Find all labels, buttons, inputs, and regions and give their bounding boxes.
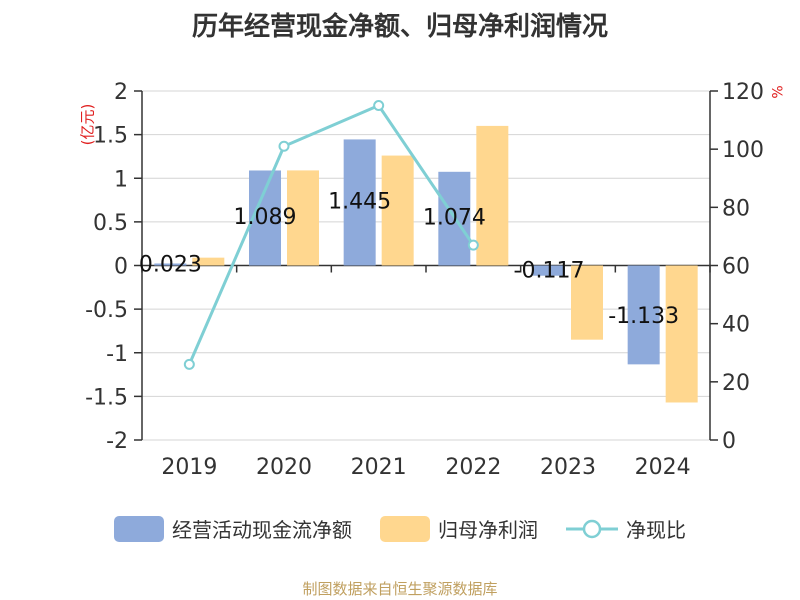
y-left-tick-label: 0.5 <box>93 211 128 236</box>
point-ratio <box>373 100 385 112</box>
bar-profit <box>476 125 509 266</box>
y-right-tick-label: 100 <box>722 138 764 163</box>
y-left-tick-label: -2 <box>106 429 128 454</box>
data-label-cashflow: 1.445 <box>328 189 391 214</box>
y-left-tick-label: -1 <box>106 342 128 367</box>
legend-item-profit[interactable]: 归母净利润 <box>380 514 538 543</box>
y-left-tick-label: 0 <box>114 255 128 280</box>
y-left-tick-label: 1 <box>114 167 128 192</box>
y-left-tick-label: -0.5 <box>85 298 128 323</box>
legend-item-ratio[interactable]: 净现比 <box>566 514 686 543</box>
legend-swatch-profit <box>380 515 430 542</box>
data-label-cashflow: 1.074 <box>423 206 486 231</box>
y-right-tick-label: 60 <box>722 255 750 280</box>
data-label-cashflow: -0.117 <box>514 259 585 284</box>
data-label-cashflow: 1.089 <box>234 205 297 230</box>
legend-label-cashflow: 经营活动现金流净额 <box>172 518 352 542</box>
bar-profit <box>381 155 414 266</box>
y-right-tick-label: 20 <box>722 371 750 396</box>
point-ratio <box>183 358 195 370</box>
legend-swatch-cashflow <box>114 515 164 542</box>
x-tick-label: 2020 <box>256 455 312 480</box>
y-left-tick-label: -1.5 <box>85 385 128 410</box>
bar-cashflow <box>343 139 376 266</box>
x-tick-label: 2024 <box>635 455 691 480</box>
legend-line-ratio-icon <box>566 519 618 538</box>
bar-profit <box>192 257 225 266</box>
point-ratio <box>278 140 290 152</box>
y-right-tick-label: 120 <box>722 80 764 105</box>
bar-profit <box>665 265 698 403</box>
x-tick-label: 2019 <box>161 455 217 480</box>
bar-cashflow <box>533 265 565 276</box>
bar-cashflow <box>154 263 187 266</box>
bar-profit <box>287 170 319 266</box>
legend-label-ratio: 净现比 <box>626 518 686 542</box>
y-left-tick-label: 2 <box>114 80 128 105</box>
x-tick-label: 2022 <box>445 455 501 480</box>
data-label-cashflow: 0.023 <box>139 253 202 278</box>
legend-label-profit: 归母净利润 <box>438 518 538 542</box>
line-ratio <box>187 103 475 365</box>
x-tick-label: 2023 <box>540 455 596 480</box>
bar-cashflow <box>627 265 660 365</box>
legend-item-cashflow[interactable]: 经营活动现金流净额 <box>114 514 352 543</box>
point-ratio <box>467 239 479 251</box>
x-tick-label: 2021 <box>351 455 407 480</box>
y-right-tick-label: 40 <box>722 313 750 338</box>
legend: 经营活动现金流净额 归母净利润 净现比 <box>0 514 800 543</box>
y-right-tick-label: 80 <box>722 196 750 221</box>
y-right-tick-label: 0 <box>722 429 736 454</box>
chart-title: 历年经营现金净额、归母净利润情况 <box>191 12 608 42</box>
data-label-cashflow: -1.133 <box>608 304 679 329</box>
source-note: 制图数据来自恒生聚源数据库 <box>302 580 498 598</box>
bar-profit <box>571 265 603 340</box>
y-left-tick-label: 1.5 <box>93 124 128 149</box>
